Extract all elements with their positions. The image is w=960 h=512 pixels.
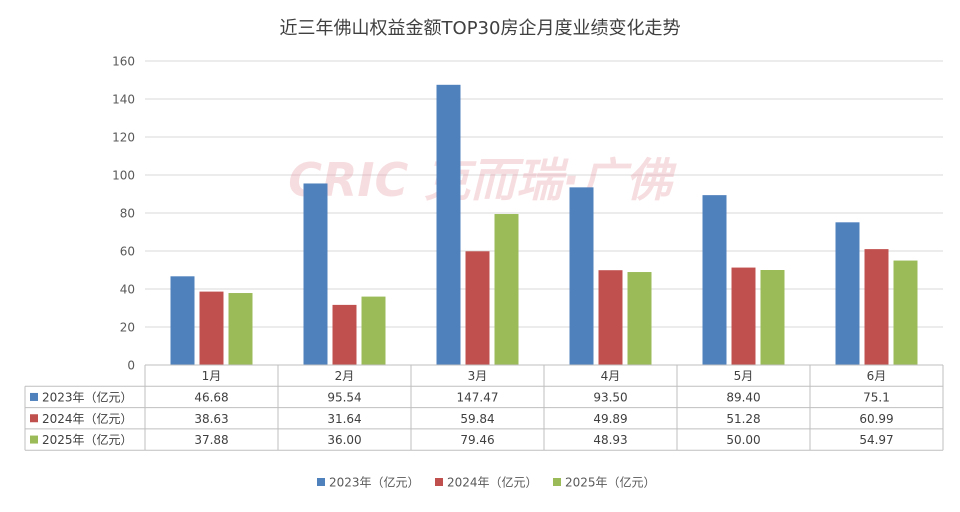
data-label: 51.28 (726, 412, 760, 426)
bar (760, 270, 785, 365)
bar (361, 296, 386, 365)
data-label: 95.54 (327, 390, 361, 404)
x-tick-label: 4月 (601, 369, 621, 383)
data-label: 38.63 (194, 412, 228, 426)
y-tick-label: 60 (120, 245, 135, 259)
bar (702, 195, 727, 365)
bar (598, 270, 623, 365)
data-label: 60.99 (859, 412, 893, 426)
x-tick-label: 3月 (468, 369, 488, 383)
grid (145, 60, 943, 366)
data-label: 36.00 (327, 433, 361, 447)
y-tick-label: 0 (127, 359, 135, 373)
data-table: 1月 2月 3月 4月 5月 6月 2023年（亿元） 46.68 95.54 147.47 93.… (24, 364, 944, 451)
table-series-name: 2023年（亿元） (42, 389, 133, 404)
data-label: 75.1 (863, 390, 890, 404)
x-tick-label: 6月 (867, 369, 887, 383)
data-label: 37.88 (194, 433, 228, 447)
watermark-logo: CRIC 克而瑞·广佛 (288, 153, 678, 207)
y-tick-label: 80 (120, 207, 135, 221)
bar (228, 293, 253, 365)
data-label: 31.64 (327, 412, 361, 426)
data-label: 147.47 (457, 390, 499, 404)
data-label: 54.97 (859, 433, 893, 447)
table-series-name: 2025年（亿元） (42, 432, 133, 447)
data-label: 59.84 (460, 412, 494, 426)
table-legend-key (30, 414, 38, 423)
legend-item-label: 2023年（亿元） (329, 475, 420, 490)
bar (864, 249, 889, 365)
bar (627, 272, 652, 365)
y-tick-label: 120 (112, 131, 135, 145)
bar (893, 260, 918, 365)
bar (303, 183, 328, 365)
chart-title: 近三年佛山权益金额TOP30房企月度业绩变化走势 (280, 18, 681, 39)
legend-key (317, 478, 325, 486)
data-label: 93.50 (593, 390, 627, 404)
watermark: CRIC 克而瑞·广佛 (288, 153, 678, 207)
data-label: 48.93 (593, 433, 627, 447)
y-axis: 0 20 40 60 80 100 120 140 160 (112, 55, 135, 373)
legend-key (435, 478, 443, 486)
bar (569, 187, 594, 365)
legend-key (553, 478, 561, 486)
x-tick-label: 5月 (734, 369, 754, 383)
legend-item-label: 2024年（亿元） (447, 475, 538, 490)
bar (332, 304, 357, 365)
y-tick-label: 140 (112, 93, 135, 107)
bar (170, 276, 195, 365)
bar (731, 267, 756, 365)
bars (170, 84, 918, 365)
y-tick-label: 100 (112, 169, 135, 183)
y-tick-label: 40 (120, 283, 135, 297)
table-series-name: 2024年（亿元） (42, 411, 133, 426)
y-tick-label: 20 (120, 321, 135, 335)
data-label: 89.40 (726, 390, 760, 404)
x-tick-label: 1月 (202, 369, 222, 383)
legend-item-label: 2025年（亿元） (565, 475, 656, 490)
bar (835, 222, 860, 365)
data-label: 46.68 (194, 390, 228, 404)
x-tick-label: 2月 (335, 369, 355, 383)
y-tick-label: 160 (112, 55, 135, 69)
data-label: 49.89 (593, 412, 627, 426)
table-legend-key (30, 435, 38, 444)
legend: 2023年（亿元） 2024年（亿元） 2025年（亿元） (317, 475, 656, 490)
bar (465, 251, 490, 365)
bar (199, 291, 224, 365)
bar (436, 84, 461, 365)
data-label: 79.46 (460, 433, 494, 447)
data-label: 50.00 (726, 433, 760, 447)
bar (494, 214, 519, 365)
table-legend-key (30, 392, 38, 401)
